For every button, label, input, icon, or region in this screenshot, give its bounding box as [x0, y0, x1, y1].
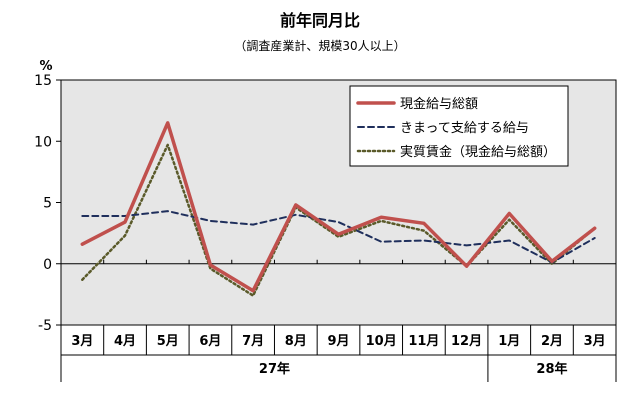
series-line-0 — [80, 121, 597, 293]
x-tick-label: 7月 — [242, 334, 264, 349]
x-tick-label: 3月 — [584, 334, 606, 349]
x-tick-label: 9月 — [327, 334, 349, 349]
y-axis-unit: % — [39, 59, 52, 74]
y-tick-label: 10 — [34, 134, 52, 150]
y-tick-label: -5 — [38, 318, 52, 334]
chart-subtitle: （調査産業計、規模30人以上） — [234, 38, 405, 53]
x-tick-label: 12月 — [451, 334, 482, 349]
x-tick-label: 3月 — [71, 334, 93, 349]
chart-title: 前年同月比 — [280, 11, 360, 30]
legend-label-0: 現金給与総額 — [400, 96, 478, 112]
x-tick-label: 6月 — [199, 334, 221, 349]
year-group-label: 28年 — [536, 361, 567, 377]
x-tick-label: 10月 — [366, 334, 397, 349]
legend-label-1: きまって支給する給与 — [400, 121, 529, 136]
x-tick-label: 1月 — [498, 334, 520, 349]
x-tick-label: 4月 — [114, 334, 136, 349]
x-tick-label: 2月 — [541, 334, 563, 349]
x-tick-label: 11月 — [408, 334, 439, 349]
year-group-label: 27年 — [259, 361, 290, 377]
x-tick-label: 5月 — [157, 334, 179, 349]
x-axis: 3月 4月 5月 6月 7月 8月 9月 10月 11月 12月 1月 2月 3月 27年 28年 — [60, 259, 617, 382]
legend-label-2: 実質賃金（現金給与総額） — [400, 144, 556, 160]
x-tick-label: 8月 — [285, 334, 307, 349]
y-tick-label: 5 — [43, 196, 52, 212]
series-layer — [80, 121, 597, 297]
series-line-1 — [81, 210, 596, 264]
legend-box — [349, 85, 569, 167]
series-line-2 — [81, 143, 596, 297]
y-tick-label: 0 — [43, 257, 52, 273]
y-axis: -5 0 5 10 15 — [34, 73, 62, 334]
y-tick-label: 15 — [34, 73, 52, 89]
